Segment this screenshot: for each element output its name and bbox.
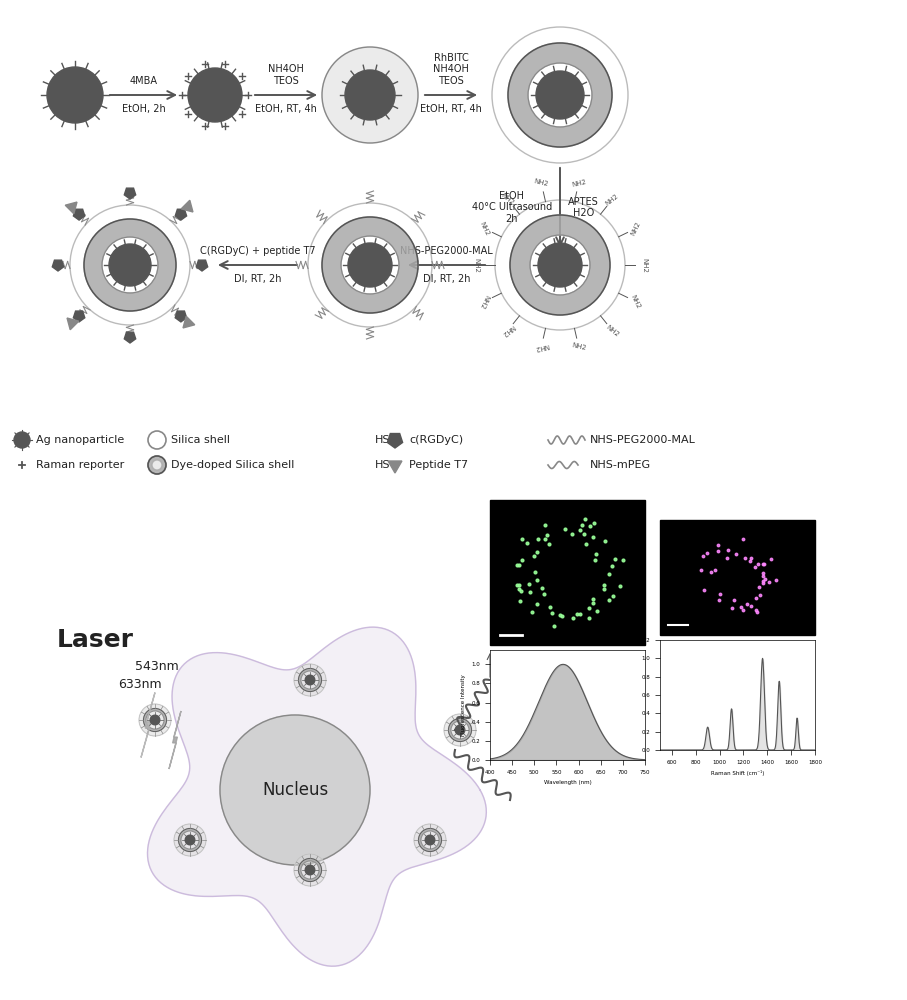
Text: EtOH, RT, 4h: EtOH, RT, 4h xyxy=(255,104,317,114)
Polygon shape xyxy=(67,318,79,330)
Text: RhBITC
NH4OH
TEOS: RhBITC NH4OH TEOS xyxy=(433,53,469,86)
Title: FITC 520 Em.: FITC 520 Em. xyxy=(550,638,586,643)
Polygon shape xyxy=(124,188,136,199)
Text: NHS-PEG2000-MAL: NHS-PEG2000-MAL xyxy=(590,435,696,445)
X-axis label: Wavelength (nm): Wavelength (nm) xyxy=(543,780,591,785)
Polygon shape xyxy=(73,311,84,322)
Circle shape xyxy=(492,27,628,163)
Text: Ag nanoparticle: Ag nanoparticle xyxy=(36,435,124,445)
Circle shape xyxy=(294,664,326,696)
Polygon shape xyxy=(388,461,402,473)
Circle shape xyxy=(425,835,434,845)
Text: NH2: NH2 xyxy=(533,179,550,188)
Circle shape xyxy=(345,70,395,120)
Title: Raman: Raman xyxy=(727,628,747,633)
Circle shape xyxy=(495,200,625,330)
Text: NH2: NH2 xyxy=(605,324,620,338)
Text: 633nm: 633nm xyxy=(118,678,161,692)
Text: DI, RT, 2h: DI, RT, 2h xyxy=(423,274,470,284)
Text: DI, RT, 2h: DI, RT, 2h xyxy=(234,274,281,284)
Text: HS: HS xyxy=(375,460,391,470)
FancyBboxPatch shape xyxy=(660,520,815,635)
Circle shape xyxy=(455,725,464,735)
Circle shape xyxy=(444,714,476,746)
Polygon shape xyxy=(175,209,187,220)
Circle shape xyxy=(414,824,446,856)
Text: APTES
H2O: APTES H2O xyxy=(568,197,599,218)
Text: NH2: NH2 xyxy=(500,192,515,206)
Polygon shape xyxy=(53,260,63,271)
Circle shape xyxy=(148,456,166,474)
Circle shape xyxy=(308,203,432,327)
Text: NH4OH
TEOS: NH4OH TEOS xyxy=(268,64,304,86)
Polygon shape xyxy=(148,627,486,966)
Text: NH2: NH2 xyxy=(533,342,550,351)
Text: NH2: NH2 xyxy=(478,221,491,237)
Circle shape xyxy=(139,704,171,736)
Polygon shape xyxy=(169,711,181,769)
Text: EtOH, 2h: EtOH, 2h xyxy=(122,104,165,114)
Circle shape xyxy=(47,67,103,123)
Text: Peptide T7: Peptide T7 xyxy=(409,460,468,470)
Text: NH2: NH2 xyxy=(500,324,515,338)
Polygon shape xyxy=(141,692,155,758)
Text: NHS-PEG2000-MAL: NHS-PEG2000-MAL xyxy=(400,246,493,256)
Text: NH2: NH2 xyxy=(473,258,479,272)
Polygon shape xyxy=(181,200,193,212)
Text: c(RGDyC): c(RGDyC) xyxy=(409,435,463,445)
FancyBboxPatch shape xyxy=(490,500,645,645)
Text: 4MBA: 4MBA xyxy=(130,76,158,86)
Circle shape xyxy=(536,71,584,119)
Circle shape xyxy=(14,432,30,448)
Circle shape xyxy=(538,243,582,287)
Text: NH2: NH2 xyxy=(629,221,641,237)
Circle shape xyxy=(305,865,315,875)
Text: NH2: NH2 xyxy=(641,258,647,272)
Circle shape xyxy=(109,244,151,286)
Polygon shape xyxy=(196,260,208,271)
Circle shape xyxy=(305,675,315,685)
Circle shape xyxy=(174,824,206,856)
Polygon shape xyxy=(124,332,136,343)
Polygon shape xyxy=(65,202,77,214)
Text: C(RGDyC) + peptide T7: C(RGDyC) + peptide T7 xyxy=(200,246,316,256)
Text: NH2: NH2 xyxy=(605,192,620,206)
Text: NHS-mPEG: NHS-mPEG xyxy=(590,460,651,470)
Text: NH2: NH2 xyxy=(571,342,587,351)
Text: EtOH
40°C Ultrasound
2h: EtOH 40°C Ultrasound 2h xyxy=(472,191,552,224)
Polygon shape xyxy=(183,316,195,328)
Text: Dye-doped Silica shell: Dye-doped Silica shell xyxy=(171,460,295,470)
Text: Raman reporter: Raman reporter xyxy=(36,460,124,470)
Circle shape xyxy=(70,205,190,325)
Text: EtOH, RT, 4h: EtOH, RT, 4h xyxy=(420,104,482,114)
X-axis label: Raman Shift (cm⁻¹): Raman Shift (cm⁻¹) xyxy=(711,770,765,776)
Polygon shape xyxy=(73,209,84,220)
Circle shape xyxy=(220,715,370,865)
Circle shape xyxy=(294,854,326,886)
Text: HS: HS xyxy=(375,435,391,445)
Y-axis label: Fluorescence Intensity: Fluorescence Intensity xyxy=(461,674,466,736)
Text: NH2: NH2 xyxy=(629,293,641,309)
Polygon shape xyxy=(387,434,403,448)
Text: Laser: Laser xyxy=(56,628,133,652)
Polygon shape xyxy=(175,311,187,322)
Text: Nucleus: Nucleus xyxy=(262,781,328,799)
Text: Silica shell: Silica shell xyxy=(171,435,230,445)
Circle shape xyxy=(185,835,195,845)
Circle shape xyxy=(188,68,242,122)
Text: 543nm: 543nm xyxy=(135,660,179,674)
Circle shape xyxy=(151,715,160,725)
Text: NH2: NH2 xyxy=(478,293,491,309)
Text: NH2: NH2 xyxy=(571,179,587,188)
Circle shape xyxy=(322,47,418,143)
Circle shape xyxy=(348,243,392,287)
